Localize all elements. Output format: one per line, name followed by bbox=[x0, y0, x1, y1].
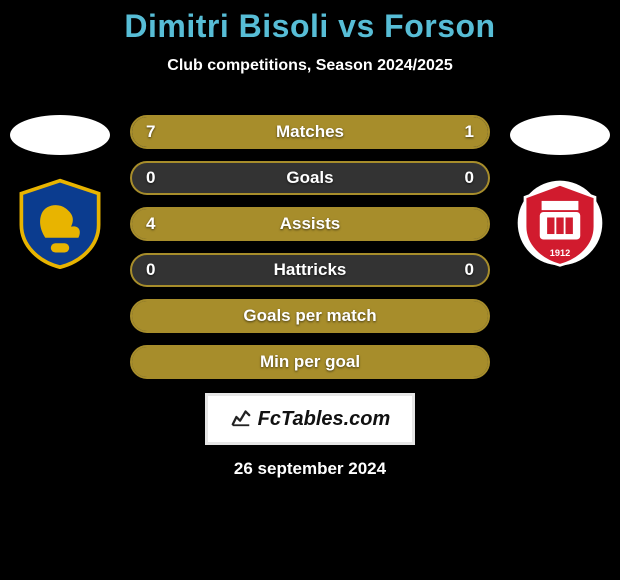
stat-bar-hattricks: Hattricks0 0 bbox=[130, 253, 490, 287]
stat-label: Min per goal bbox=[132, 352, 488, 372]
svg-text:1912: 1912 bbox=[550, 248, 570, 258]
stat-value-right: 0 bbox=[465, 168, 474, 188]
stat-bar-min-per-goal: Min per goal bbox=[130, 345, 490, 379]
stat-label: Matches bbox=[132, 122, 488, 142]
subtitle: Club competitions, Season 2024/2025 bbox=[0, 57, 620, 75]
stat-bar-matches: Matches7 1 bbox=[130, 115, 490, 149]
stat-bar-goals: Goals0 0 bbox=[130, 161, 490, 195]
stat-value-left: 0 bbox=[146, 168, 155, 188]
date-text: 26 september 2024 bbox=[0, 459, 620, 479]
stat-value-left: 4 bbox=[146, 214, 155, 234]
player-right-column: 1912 bbox=[500, 115, 620, 269]
club-badge-left bbox=[14, 177, 106, 269]
brand-box[interactable]: FcTables.com bbox=[205, 393, 415, 445]
stat-label: Goals per match bbox=[132, 306, 488, 326]
stat-value-right: 1 bbox=[465, 122, 474, 142]
comparison-row: Matches71Goals00Assists4Hattricks00Goals… bbox=[0, 115, 620, 379]
brand-text: FcTables.com bbox=[258, 408, 391, 431]
stat-bar-goals-per-match: Goals per match bbox=[130, 299, 490, 333]
stat-value-left: 0 bbox=[146, 260, 155, 280]
stat-bar-assists: Assists4 bbox=[130, 207, 490, 241]
stat-label: Goals bbox=[132, 168, 488, 188]
player-left-avatar bbox=[10, 115, 110, 155]
chart-icon bbox=[230, 406, 252, 433]
player-right-avatar bbox=[510, 115, 610, 155]
club-badge-right: 1912 bbox=[514, 177, 606, 269]
stat-label: Assists bbox=[132, 214, 488, 234]
stat-value-left: 7 bbox=[146, 122, 155, 142]
stat-value-right: 0 bbox=[465, 260, 474, 280]
page-title: Dimitri Bisoli vs Forson bbox=[0, 8, 620, 45]
player-left-column bbox=[0, 115, 120, 269]
stats-column: Matches71Goals00Assists4Hattricks00Goals… bbox=[130, 115, 490, 379]
stat-label: Hattricks bbox=[132, 260, 488, 280]
